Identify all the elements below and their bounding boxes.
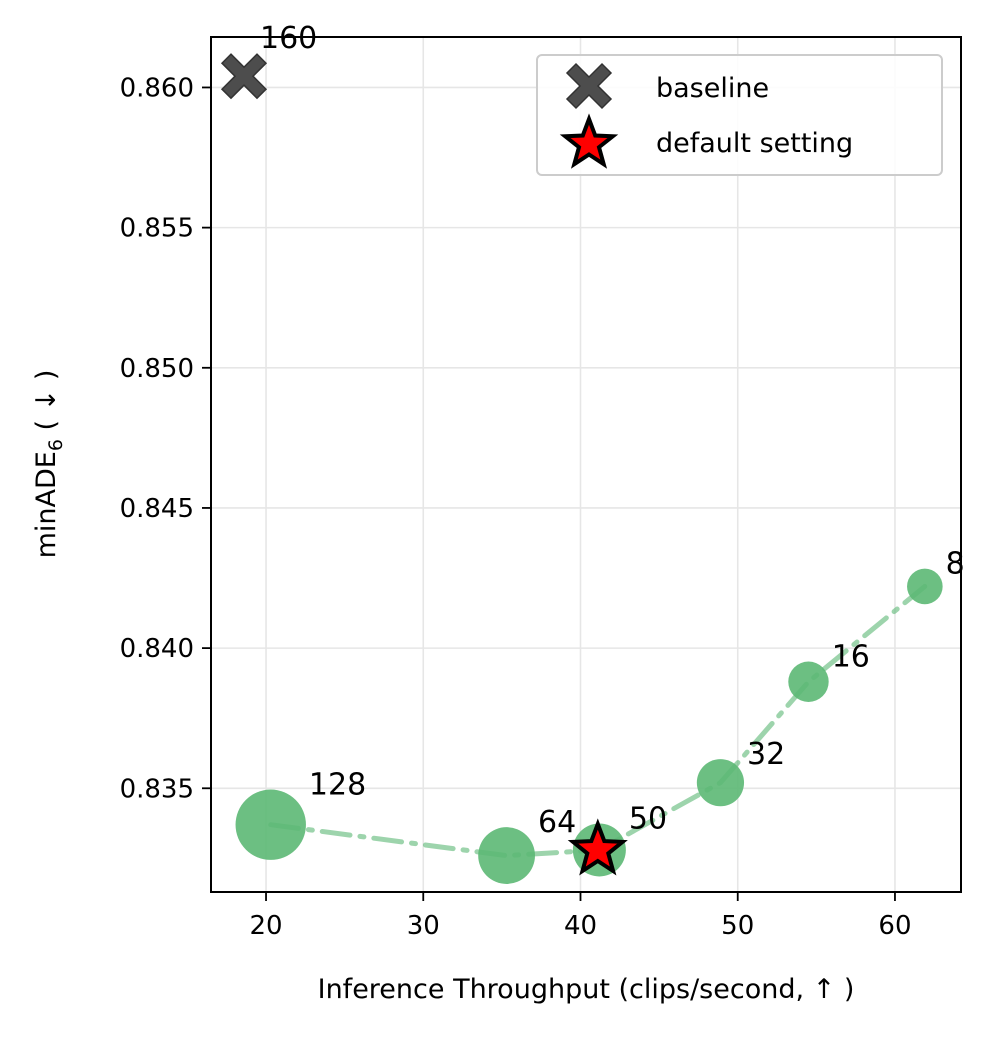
y-tick-label: 0.850 bbox=[120, 354, 194, 384]
data-point-label: 8 bbox=[946, 547, 965, 582]
data-point bbox=[788, 661, 829, 702]
x-axis-label: Inference Throughput (clips/second, ↑ ) bbox=[318, 974, 855, 1005]
point-labels: 128 64 50 32 16 8 160 bbox=[260, 21, 965, 840]
legend-star-shape bbox=[559, 113, 619, 169]
legend-x-shape bbox=[565, 62, 613, 110]
data-point-label: 128 bbox=[309, 768, 366, 803]
data-series bbox=[235, 568, 943, 884]
data-point bbox=[235, 789, 306, 860]
y-axis-label-main: minADE bbox=[31, 451, 62, 558]
legend-baseline-x-icon bbox=[565, 62, 613, 110]
y-axis-label-suffix: ( ↓ ) bbox=[31, 370, 62, 439]
y-tick-label: 0.845 bbox=[120, 494, 194, 524]
legend-default-setting-label: default setting bbox=[656, 128, 853, 159]
data-point bbox=[478, 827, 535, 884]
default-setting-star-icon bbox=[567, 818, 628, 876]
legend-box bbox=[536, 54, 943, 176]
y-tick-label: 0.840 bbox=[120, 634, 194, 664]
y-tick-label: 0.835 bbox=[120, 774, 194, 804]
data-point bbox=[907, 568, 943, 605]
special-markers bbox=[220, 53, 628, 876]
x-tick-label: 20 bbox=[249, 911, 282, 941]
baseline-label: 160 bbox=[260, 21, 317, 56]
legend: baseline default setting bbox=[536, 54, 943, 176]
data-point bbox=[696, 759, 745, 807]
y-tick-label: 0.860 bbox=[120, 73, 194, 103]
plot-frame bbox=[210, 36, 962, 893]
y-tick-label: 0.855 bbox=[120, 214, 194, 244]
legend-default-setting-star-icon bbox=[559, 113, 619, 169]
data-point-label: 50 bbox=[629, 802, 667, 837]
x-tick-label: 60 bbox=[878, 911, 911, 941]
y-axis-label: minADE6 ( ↓ ) bbox=[31, 370, 67, 559]
data-point-label: 32 bbox=[747, 737, 785, 772]
x-tick-label: 50 bbox=[721, 911, 754, 941]
series-line bbox=[268, 583, 928, 859]
y-axis-label-subscript: 6 bbox=[45, 439, 67, 451]
data-point-label: 64 bbox=[538, 805, 576, 840]
data-point-label: 16 bbox=[832, 640, 870, 675]
legend-baseline-label: baseline bbox=[656, 73, 769, 104]
baseline-x-icon bbox=[220, 53, 268, 100]
axes: 20 30 40 50 60 0.835 0.840 0.845 0.850 0.855 0.860 bbox=[120, 73, 912, 941]
x-tick-label: 40 bbox=[564, 911, 597, 941]
x-tick-label: 30 bbox=[407, 911, 440, 941]
